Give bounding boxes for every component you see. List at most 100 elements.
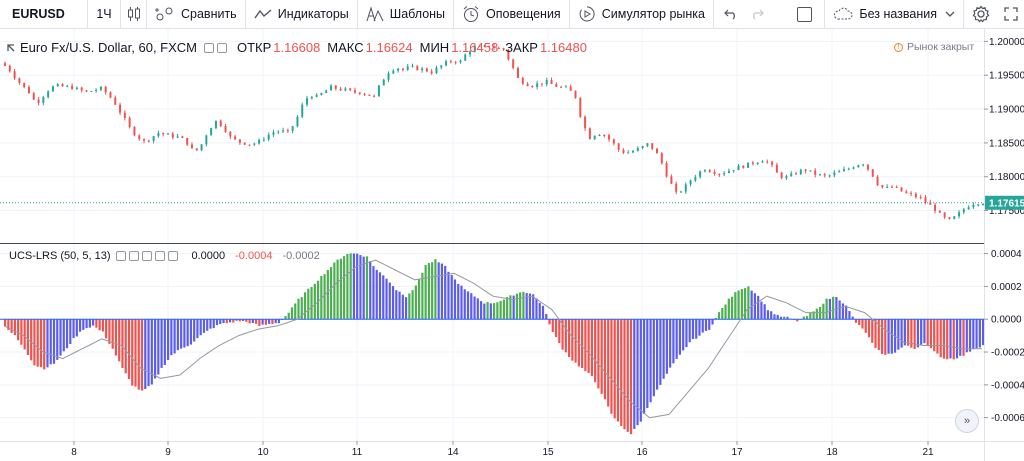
time-tick-label: 9 — [165, 447, 171, 458]
histogram-bar — [512, 295, 515, 320]
candle-body — [555, 83, 558, 87]
candle-body — [66, 85, 69, 87]
histogram-bar — [822, 303, 825, 320]
histogram-bar — [271, 319, 274, 325]
histogram-bar — [525, 293, 528, 320]
candle-body — [195, 148, 198, 151]
histogram-bar — [724, 304, 727, 320]
time-tick-label: 15 — [542, 447, 554, 458]
candle-body — [579, 97, 582, 117]
candle-body — [895, 186, 898, 188]
histogram-bar — [476, 298, 479, 320]
candle-body — [190, 144, 193, 149]
eye-icon[interactable] — [204, 42, 214, 53]
histogram-bar — [907, 319, 910, 346]
histogram-bar — [209, 319, 212, 329]
candle-body — [167, 133, 169, 135]
symbol-label: EURUSD — [12, 7, 65, 21]
close-icon[interactable] — [168, 251, 179, 261]
candle-body — [847, 168, 850, 170]
candle-body — [406, 66, 409, 70]
candle-body — [699, 171, 702, 177]
histogram-bar — [959, 319, 962, 356]
histogram-bar — [965, 319, 968, 353]
indicators-button[interactable]: Индикаторы — [246, 0, 358, 29]
candle-body — [967, 207, 970, 210]
histogram-bar — [388, 282, 391, 320]
histogram-bar — [486, 302, 489, 320]
layout-select-icon[interactable] — [797, 6, 813, 22]
histogram-bar — [740, 289, 743, 320]
histogram-bar — [584, 319, 587, 372]
histogram-bar — [567, 319, 571, 358]
histogram-bar — [212, 319, 215, 329]
histogram-bar — [626, 319, 629, 432]
histogram-bar — [121, 319, 124, 368]
replay-button[interactable]: Симулятор рынка — [570, 0, 714, 29]
interval-button[interactable]: 1Ч — [88, 0, 121, 29]
time-tick-label: 10 — [257, 447, 269, 458]
candle-body — [641, 146, 644, 149]
histogram-bar — [949, 319, 952, 359]
candle-body — [349, 88, 352, 91]
compare-button[interactable]: Сравнить — [147, 0, 246, 29]
candle-body — [310, 96, 313, 99]
candle-body — [962, 209, 965, 213]
candle-body — [866, 164, 869, 170]
fullscreen-button[interactable] — [998, 0, 1024, 29]
candle-body — [430, 71, 433, 74]
histogram-bar — [261, 319, 264, 325]
chart-canvas[interactable]: 1.20000 1.19500 1.19000 1.18500 1.18000 1.175… — [0, 29, 1024, 461]
histogram-bar — [675, 319, 678, 359]
templates-button[interactable]: Шаблоны — [358, 0, 455, 29]
candle-body — [862, 164, 865, 166]
redo-icon[interactable] — [750, 8, 764, 20]
symbol-search-button[interactable]: EURUSD — [0, 0, 88, 29]
settings-mini-icon[interactable] — [129, 251, 140, 261]
alerts-button[interactable]: Оповещения — [454, 0, 570, 29]
histogram-bar — [910, 319, 913, 348]
histogram-bar — [929, 319, 933, 349]
candle-body — [133, 127, 136, 136]
settings-button[interactable] — [963, 0, 998, 29]
chart-type-button[interactable] — [121, 0, 147, 29]
close-label: ЗАКР — [505, 40, 538, 55]
candle-body — [689, 180, 692, 185]
candle-body — [315, 94, 318, 97]
histogram-bar — [316, 280, 320, 320]
histogram-bar — [496, 302, 499, 320]
histogram-bar — [561, 319, 564, 350]
histogram-bar — [193, 319, 196, 342]
layout-name-button[interactable]: Без названия — [824, 0, 963, 29]
candle-body — [804, 169, 807, 171]
histogram-bar — [114, 319, 118, 356]
undo-icon[interactable] — [724, 8, 738, 20]
histogram-bar — [160, 319, 163, 368]
histogram-bar — [157, 319, 160, 375]
settings-mini-icon[interactable] — [217, 42, 227, 53]
histogram-bar — [933, 319, 936, 352]
source-code-icon[interactable] — [142, 251, 153, 261]
candle-body — [4, 63, 6, 66]
histogram-bar — [682, 319, 685, 351]
candle-body — [210, 128, 213, 136]
histogram-bar — [401, 294, 404, 320]
market-status[interactable]: ! Рынок закрыт — [894, 41, 974, 53]
histogram-bar — [163, 319, 166, 365]
histogram-bar — [180, 319, 183, 349]
eye-icon[interactable] — [116, 251, 127, 261]
histogram-bar — [111, 319, 114, 349]
more-icon[interactable] — [155, 251, 166, 261]
histogram-bar — [453, 279, 457, 320]
histogram-bar — [219, 319, 222, 325]
candle-body — [234, 136, 237, 140]
toolbar-right: Без названия — [785, 0, 1024, 29]
histogram-bar — [607, 319, 610, 407]
histogram-bar — [356, 253, 359, 320]
candle-body — [61, 84, 64, 87]
top-toolbar: EURUSD 1Ч Сравнить Индикаторы Шаблоны — [0, 0, 1024, 29]
scroll-to-realtime-button[interactable]: » — [955, 409, 979, 433]
histogram-bar — [489, 303, 492, 320]
histogram-bar — [10, 319, 13, 333]
collapse-icon[interactable] — [6, 43, 16, 53]
